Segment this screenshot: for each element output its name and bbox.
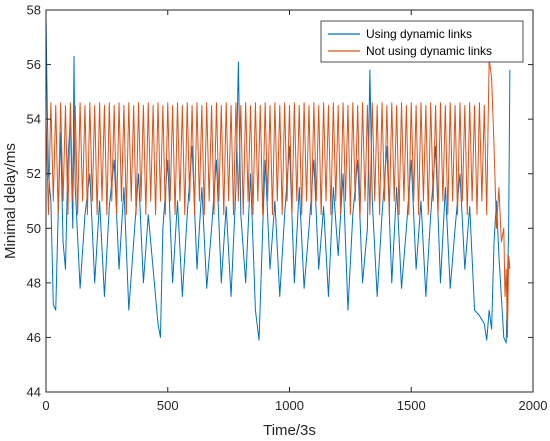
x-tick-label: 0 <box>42 398 49 413</box>
y-tick-label: 58 <box>27 3 41 18</box>
y-axis-label: Minimal delay/ms <box>2 143 19 259</box>
x-tick-label: 1500 <box>397 398 426 413</box>
legend: Using dynamic links Not using dynamic li… <box>320 20 524 63</box>
y-tick-label: 56 <box>27 57 41 72</box>
series-line-not-using-dynamic-links <box>46 58 511 338</box>
series-layer <box>46 15 511 344</box>
y-tick-label: 54 <box>27 112 41 127</box>
x-tick-label: 2000 <box>519 398 548 413</box>
x-axis-label: Time/3s <box>263 422 316 439</box>
ticks-layer: 0 500 1000 1500 2000 44 46 48 50 52 54 56 58 <box>27 3 548 414</box>
legend-label-not-using-dynamic-links: Not using dynamic links <box>366 44 492 58</box>
series-line-using-dynamic-links <box>46 15 511 344</box>
x-tick-label: 1000 <box>275 398 304 413</box>
plot-area <box>46 10 533 392</box>
legend-box <box>320 20 524 63</box>
y-tick-label: 48 <box>27 275 41 290</box>
y-tick-label: 44 <box>27 385 41 400</box>
x-tick-label: 500 <box>157 398 179 413</box>
y-tick-label: 46 <box>27 330 41 345</box>
y-tick-label: 50 <box>27 221 41 236</box>
legend-label-using-dynamic-links: Using dynamic links <box>366 27 472 41</box>
y-tick-label: 52 <box>27 166 41 181</box>
